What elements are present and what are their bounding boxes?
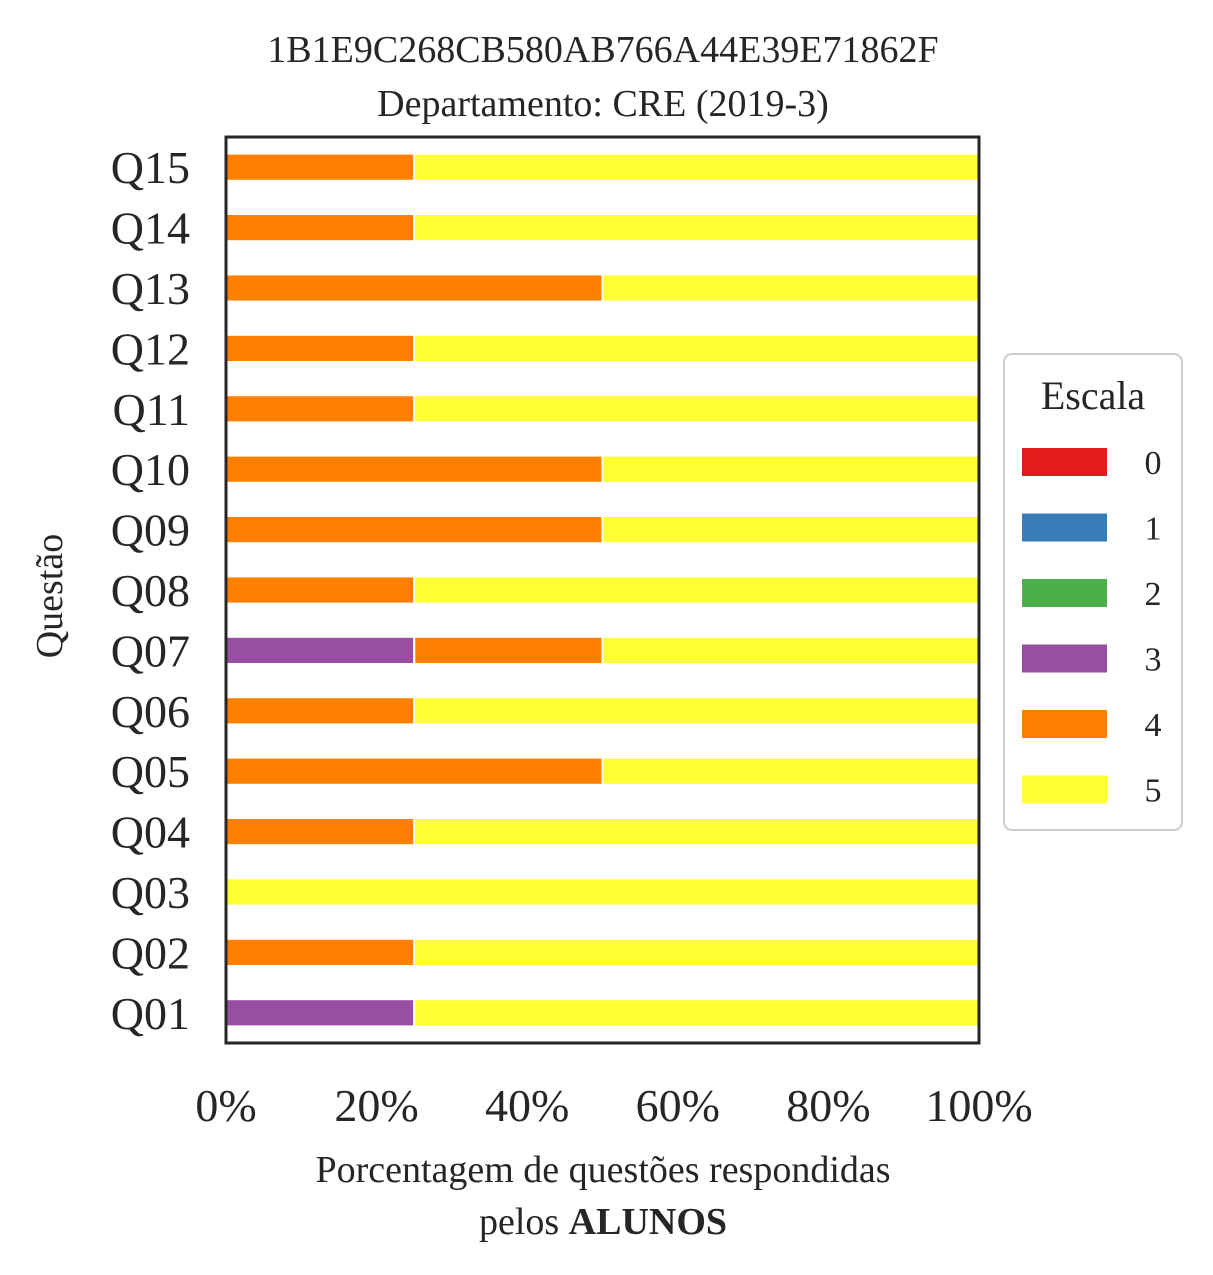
legend-title: Escala: [1041, 373, 1146, 418]
x-axis-label-bold: ALUNOS: [569, 1201, 727, 1243]
bar-q13-scale-5: [601, 273, 980, 303]
bar-q08-scale-5: [413, 575, 980, 605]
bar-q09-scale-4: [225, 515, 604, 545]
y-tick-label: Q12: [111, 323, 190, 374]
bar-q10-scale-4: [225, 454, 604, 484]
bar-q12-scale-4: [225, 333, 416, 363]
y-tick-label: Q14: [111, 203, 190, 254]
bar-q10-scale-5: [601, 454, 980, 484]
bar-q15-scale-4: [225, 152, 416, 182]
bar-q04-scale-4: [225, 817, 416, 847]
bar-q13-scale-4: [225, 273, 604, 303]
chart-subtitle: Departamento: CRE (2019-3): [377, 83, 829, 125]
bar-q07-scale-3: [225, 635, 416, 665]
bar-q07-scale-4: [413, 635, 604, 665]
legend-label-5: 5: [1145, 773, 1162, 810]
bar-q09-scale-5: [601, 515, 980, 545]
y-tick-labels: Q01 Q02 Q03 Q04 Q05 Q06 Q07 Q08 Q09 Q10 Q11 Q12 Q13 Q…: [111, 142, 190, 1039]
y-tick-label: Q08: [111, 565, 190, 616]
y-tick-label: Q11: [112, 384, 190, 435]
y-tick-label: Q06: [111, 686, 190, 737]
y-tick-label: Q13: [111, 263, 190, 314]
legend-swatch-2: [1022, 579, 1107, 607]
legend-label-1: 1: [1145, 511, 1162, 548]
bar-q04-scale-5: [413, 817, 980, 847]
bar-q03-scale-5: [225, 877, 980, 907]
bar-q05-scale-4: [225, 756, 604, 786]
x-tick-label: 60%: [636, 1080, 720, 1131]
y-tick-label: Q09: [111, 505, 190, 556]
legend-label-4: 4: [1145, 707, 1162, 744]
x-axis-label-line1: Porcentagem de questões respondidas: [315, 1149, 890, 1191]
y-tick-label: Q03: [111, 867, 190, 918]
legend-swatch-3: [1022, 644, 1107, 673]
bar-q08-scale-4: [225, 575, 416, 605]
x-axis-label-line2: pelos ALUNOS: [479, 1201, 727, 1243]
bar-q02-scale-5: [413, 937, 980, 967]
bar-q02-scale-4: [225, 937, 416, 967]
bar-q01-scale-3: [225, 998, 416, 1028]
y-tick-label: Q05: [111, 746, 190, 797]
bar-q07-scale-5: [601, 635, 980, 665]
y-tick-label: Q07: [111, 625, 190, 676]
y-tick-label: Q15: [111, 142, 190, 193]
bar-q14-scale-4: [225, 213, 416, 243]
y-tick-label: Q04: [111, 807, 190, 858]
x-tick-label: 80%: [786, 1080, 870, 1131]
bar-q15-scale-5: [413, 152, 980, 182]
bar-q06-scale-4: [225, 696, 416, 726]
legend-label-3: 3: [1145, 642, 1162, 679]
y-tick-label: Q02: [111, 927, 190, 978]
bar-q01-scale-5: [413, 998, 980, 1028]
x-axis-label-prefix: pelos: [479, 1201, 569, 1243]
legend-swatch-4: [1022, 710, 1107, 738]
plot-frame: [224, 135, 981, 1045]
chart-title: 1B1E9C268CB580AB766A44E39E71862F: [267, 29, 938, 71]
y-tick-label: Q10: [111, 444, 190, 495]
bar-q14-scale-5: [413, 213, 980, 243]
x-tick-label: 40%: [485, 1080, 569, 1131]
y-tick-label: Q01: [111, 988, 190, 1039]
legend: Escala 0 1 2 3 4 5: [1003, 353, 1183, 831]
legend-items: 0 1 2 3 4 5: [1022, 445, 1162, 810]
bar-q05-scale-5: [601, 756, 980, 786]
x-tick-label: 0%: [195, 1080, 256, 1131]
legend-label-0: 0: [1145, 445, 1162, 482]
x-tick-label: 100%: [925, 1080, 1032, 1131]
bars-layer: [225, 152, 980, 1028]
legend-label-2: 2: [1145, 576, 1162, 613]
bar-q06-scale-5: [413, 696, 980, 726]
legend-swatch-5: [1022, 775, 1107, 804]
bar-q11-scale-4: [225, 394, 416, 424]
bar-q12-scale-5: [413, 333, 980, 363]
bar-q11-scale-5: [413, 394, 980, 424]
x-tick-labels: 0% 20% 40% 60% 80% 100%: [195, 1080, 1032, 1131]
y-axis-label: Questão: [29, 534, 71, 659]
legend-swatch-0: [1022, 448, 1107, 476]
legend-swatch-1: [1022, 513, 1107, 542]
x-tick-label: 20%: [334, 1080, 418, 1131]
